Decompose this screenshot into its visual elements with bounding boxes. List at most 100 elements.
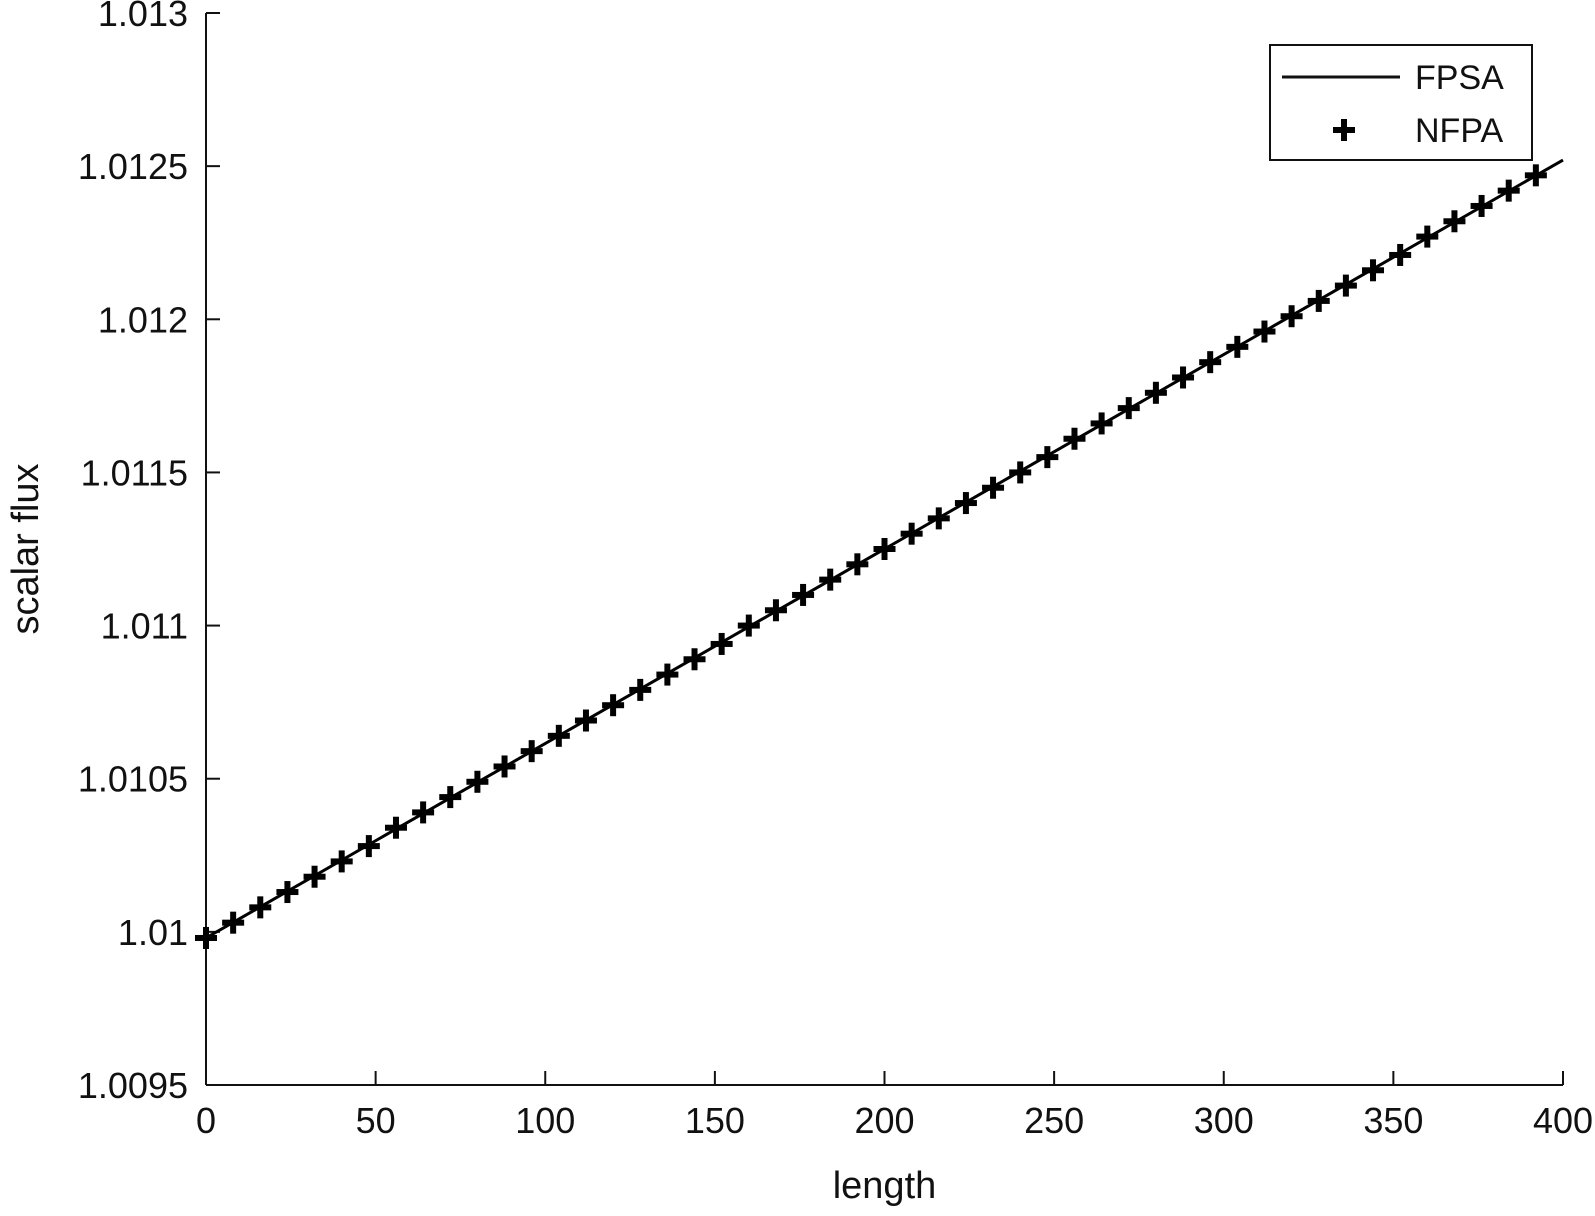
- marker-bar-v: [1505, 179, 1512, 202]
- marker-bar-v: [230, 911, 237, 934]
- marker-bar-v: [1451, 210, 1458, 233]
- legend-nfpa-swatch: [1333, 119, 1355, 141]
- data-point: [1090, 412, 1113, 435]
- marker-bar-v: [474, 770, 481, 793]
- y-axis-ticks: 1.0095 1.01 1.0105 1.011 1.0115 1.012 1.0125 1.…: [78, 0, 220, 1106]
- marker-bar-v: [1341, 119, 1347, 141]
- marker-bar-v: [664, 663, 671, 686]
- y-tick-label: 1.013: [98, 0, 188, 34]
- marker-bar-v: [962, 492, 969, 515]
- data-point: [900, 522, 923, 545]
- data-point: [574, 709, 597, 732]
- marker-bar-v: [1098, 412, 1105, 435]
- data-point: [1063, 427, 1086, 450]
- marker-bar-v: [854, 553, 861, 576]
- marker-bar-v: [772, 599, 779, 622]
- data-point: [1117, 397, 1140, 420]
- data-point: [927, 507, 950, 530]
- data-point: [384, 816, 407, 839]
- marker-bar-v: [365, 835, 372, 858]
- data-point: [276, 881, 299, 904]
- data-point: [1226, 335, 1249, 358]
- marker-bar-v: [718, 632, 725, 655]
- marker-bar-v: [1207, 351, 1214, 374]
- data-point: [1307, 289, 1330, 312]
- data-point: [656, 663, 679, 686]
- legend-marker-plus: [1333, 119, 1355, 141]
- marker-bar-v: [1044, 446, 1051, 469]
- marker-bar-v: [257, 896, 264, 919]
- marker-bar-v: [447, 786, 454, 809]
- data-point: [1172, 366, 1195, 389]
- data-point: [764, 599, 787, 622]
- series-nfpa-markers: [195, 164, 1547, 949]
- marker-bar-v: [338, 850, 345, 873]
- marker-bar-v: [1370, 259, 1377, 282]
- x-tick-label: 400: [1533, 1100, 1593, 1141]
- data-point: [982, 476, 1005, 499]
- data-point: [1009, 461, 1032, 484]
- marker-bar-v: [745, 614, 752, 637]
- marker-bar-v: [827, 568, 834, 591]
- data-point: [1470, 194, 1493, 217]
- x-axis-title: length: [833, 1165, 937, 1207]
- marker-bar-v: [1234, 335, 1241, 358]
- marker-bar-v: [203, 926, 209, 949]
- data-point: [954, 492, 977, 515]
- x-tick-label: 200: [854, 1100, 914, 1141]
- x-tick-label: 0: [196, 1100, 216, 1141]
- marker-bar-v: [610, 694, 617, 717]
- data-point: [1416, 225, 1439, 248]
- y-tick-label: 1.0115: [81, 452, 188, 493]
- legend-fpsa-label: FPSA: [1415, 59, 1504, 97]
- marker-bar-v: [908, 522, 915, 545]
- data-point: [1497, 179, 1520, 202]
- marker-bar-v: [392, 816, 399, 839]
- data-point: [520, 740, 543, 763]
- x-tick-label: 250: [1024, 1100, 1084, 1141]
- data-point: [303, 865, 326, 888]
- marker-bar-v: [1288, 305, 1295, 328]
- data-point: [330, 850, 353, 873]
- data-point: [683, 648, 706, 671]
- data-point: [1443, 210, 1466, 233]
- x-tick-label: 100: [515, 1100, 575, 1141]
- legend-nfpa-label: NFPA: [1415, 112, 1503, 150]
- x-tick-label: 150: [685, 1100, 745, 1141]
- data-point: [439, 786, 462, 809]
- marker-bar-v: [420, 801, 427, 824]
- x-tick-label: 350: [1363, 1100, 1423, 1141]
- marker-bar-v: [800, 583, 807, 606]
- data-point: [466, 770, 489, 793]
- marker-bar-v: [1532, 164, 1539, 187]
- marker-bar-v: [582, 709, 589, 732]
- data-point: [710, 632, 733, 655]
- marker-bar-v: [284, 881, 291, 904]
- data-point: [222, 911, 245, 934]
- marker-bar-v: [637, 678, 644, 701]
- marker-bar-v: [555, 724, 562, 747]
- data-point: [1524, 164, 1547, 187]
- marker-bar-v: [990, 476, 997, 499]
- marker-bar-v: [691, 648, 698, 671]
- marker-bar-v: [1125, 397, 1132, 420]
- data-point: [1253, 320, 1276, 343]
- marker-bar-v: [1017, 461, 1024, 484]
- data-point: [1280, 305, 1303, 328]
- marker-bar-v: [935, 507, 942, 530]
- legend-box: [1269, 44, 1533, 161]
- x-tick-label: 50: [356, 1100, 396, 1141]
- data-point: [195, 926, 217, 949]
- marker-bar-v: [1180, 366, 1187, 389]
- y-tick-label: 1.012: [98, 299, 188, 340]
- x-axis-ticks: 0 50 100 150 200 250 300 350 400: [196, 1071, 1593, 1141]
- data-point: [412, 801, 435, 824]
- data-point: [1144, 381, 1167, 404]
- y-axis-title: scalar flux: [5, 463, 47, 634]
- marker-bar-v: [1342, 274, 1349, 297]
- x-tick-label: 300: [1194, 1100, 1254, 1141]
- data-point: [357, 835, 380, 858]
- marker-bar-v: [1315, 289, 1322, 312]
